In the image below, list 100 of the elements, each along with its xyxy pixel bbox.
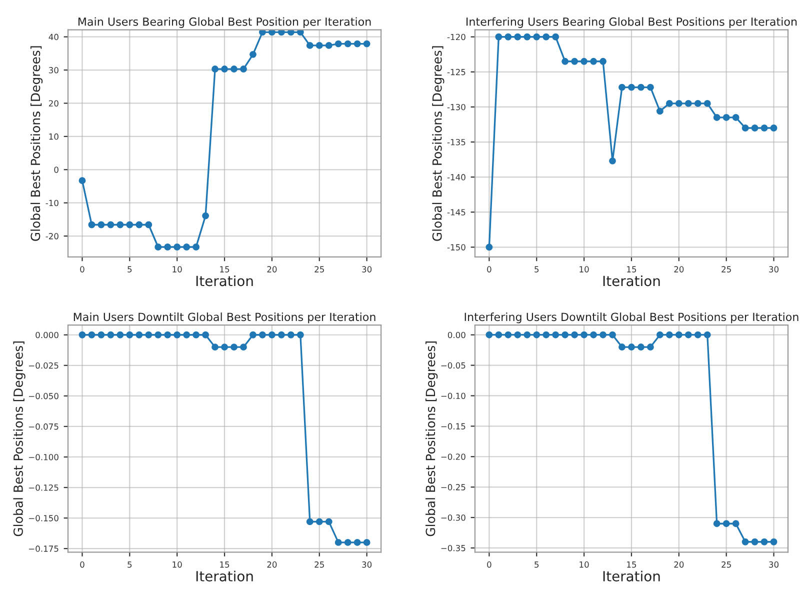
y-tick-label: −0.175 [29, 546, 58, 552]
x-axis-title: Iteration [603, 275, 660, 286]
point [742, 538, 749, 546]
point [98, 221, 105, 228]
point [742, 124, 749, 132]
point [287, 331, 294, 338]
x-tick-label: 15 [220, 266, 230, 272]
y-axis-title: Global Best Positions [Degrees] [13, 342, 26, 536]
point [136, 221, 143, 228]
point [107, 221, 114, 228]
y-tick-label: -150 [447, 244, 466, 250]
point [116, 221, 124, 228]
x-tick-label: 10 [580, 561, 589, 568]
point [514, 331, 522, 338]
y-tick-label: −0.15 [441, 423, 466, 430]
x-tick-label: 20 [674, 561, 684, 568]
point [126, 331, 134, 338]
chart-title: Main Users Downtilt Global Best Positions per Iteration [74, 312, 376, 324]
y-tick-label: -10 [46, 200, 58, 206]
point [296, 331, 304, 338]
point [600, 331, 606, 338]
point [164, 331, 172, 338]
x-tick-label: 20 [674, 266, 684, 272]
point [495, 331, 502, 338]
y-tick-label: 0 [54, 166, 58, 173]
point [486, 244, 493, 251]
y-tick-label: 10 [49, 133, 58, 140]
x-tick-label: 30 [362, 266, 372, 272]
x-tick-label: 15 [627, 266, 636, 272]
point [88, 221, 96, 228]
point [240, 66, 247, 73]
point [713, 520, 720, 528]
point [722, 114, 730, 121]
point [116, 331, 124, 338]
x-tick-label: 30 [769, 266, 779, 272]
point [145, 221, 152, 228]
point [770, 124, 778, 132]
point [675, 100, 682, 107]
point [760, 124, 768, 132]
point [221, 344, 228, 351]
x-tick-label: 0 [80, 266, 84, 272]
point [212, 344, 219, 351]
y-tick-label: −0.05 [441, 362, 466, 369]
x-tick-label: 10 [172, 266, 182, 272]
point [600, 58, 606, 65]
point [562, 331, 569, 338]
point [202, 212, 210, 220]
point [694, 331, 702, 338]
point [107, 331, 114, 338]
point [344, 40, 352, 48]
point [316, 518, 323, 526]
point [174, 244, 181, 250]
y-tick-label: −0.100 [29, 454, 58, 460]
point [713, 114, 720, 121]
point [694, 100, 702, 107]
point [770, 538, 778, 546]
point [183, 244, 190, 250]
point [618, 84, 626, 91]
y-tick-label: 0.000 [36, 332, 58, 338]
point [202, 331, 210, 338]
x-tick-label: 0 [80, 561, 84, 568]
point [136, 331, 143, 338]
point [296, 30, 304, 36]
point [666, 331, 673, 338]
point [552, 33, 560, 40]
point [704, 331, 711, 338]
point [590, 58, 598, 65]
point [258, 30, 266, 36]
point [278, 30, 285, 36]
x-tick-label: 15 [220, 562, 230, 568]
point [504, 33, 512, 40]
y-tick-label: -145 [447, 209, 466, 216]
point [221, 66, 228, 73]
point [268, 30, 276, 36]
point [363, 40, 370, 48]
point [354, 40, 361, 48]
point [609, 157, 616, 164]
point [580, 58, 588, 65]
y-tick-label: −0.050 [29, 392, 58, 400]
point [250, 50, 256, 58]
x-axis-title: Iteration [196, 275, 253, 286]
y-tick-label: -140 [447, 174, 466, 180]
point [628, 344, 635, 350]
point [306, 518, 314, 526]
point [656, 331, 664, 338]
x-tick-label: 0 [487, 561, 492, 568]
point [126, 221, 134, 228]
y-tick-label: −0.10 [441, 392, 466, 400]
point [542, 331, 550, 338]
y-tick-label: -130 [447, 104, 466, 110]
point [287, 30, 294, 36]
point [212, 66, 219, 73]
point [656, 108, 664, 115]
y-tick-label: −0.075 [29, 423, 58, 430]
point [760, 538, 768, 546]
point [88, 331, 96, 338]
point [675, 331, 682, 338]
point [268, 331, 276, 338]
point [571, 331, 578, 338]
point [344, 538, 352, 546]
